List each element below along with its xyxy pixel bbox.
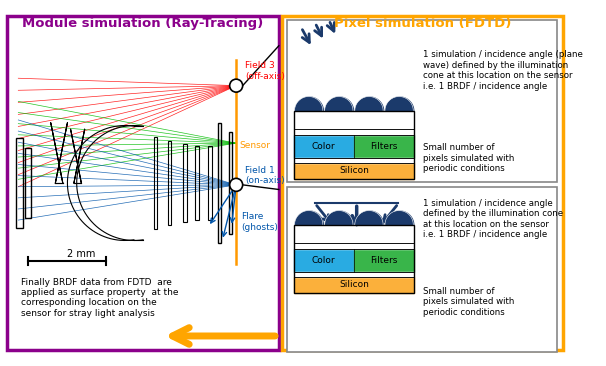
Text: Filters: Filters	[370, 142, 398, 151]
Bar	[294, 135, 354, 158]
Bar	[7, 16, 279, 350]
Bar	[208, 146, 212, 220]
Bar	[287, 187, 557, 352]
Bar	[294, 163, 414, 179]
Bar	[294, 111, 414, 179]
Text: Filters: Filters	[370, 256, 398, 265]
Bar	[294, 158, 414, 163]
Bar	[354, 135, 414, 158]
Text: Color: Color	[312, 142, 336, 151]
Text: Silicon: Silicon	[339, 167, 369, 175]
Bar	[154, 137, 158, 229]
Bar	[294, 277, 414, 293]
Bar	[354, 249, 414, 272]
Bar	[16, 138, 23, 228]
Bar	[167, 141, 171, 225]
Bar	[195, 146, 199, 220]
Bar	[25, 148, 32, 218]
Bar	[294, 129, 414, 135]
Text: Silicon: Silicon	[339, 280, 369, 290]
Text: 1 simulation / incidence angle (plane
wave) defined by the illumination
cone at : 1 simulation / incidence angle (plane wa…	[424, 51, 584, 91]
Text: Small number of
pixels simulated with
periodic conditions: Small number of pixels simulated with pe…	[424, 287, 515, 317]
Text: Sensor: Sensor	[239, 141, 270, 150]
Text: 1 simulation / incidence angle
defined by the illumination cone
at this location: 1 simulation / incidence angle defined b…	[424, 199, 564, 239]
Bar	[294, 225, 414, 293]
Bar	[294, 249, 354, 272]
Text: Flare
(ghosts): Flare (ghosts)	[241, 212, 278, 232]
Text: Finally BRDF data from FDTD  are
applied as surface property  at the
correspondi: Finally BRDF data from FDTD are applied …	[21, 277, 179, 318]
Text: Field 3
(off-axis): Field 3 (off-axis)	[245, 61, 285, 81]
Circle shape	[230, 178, 242, 191]
Text: Module simulation (Ray-Tracing): Module simulation (Ray-Tracing)	[22, 17, 263, 30]
Bar	[184, 144, 187, 222]
Bar	[228, 132, 233, 234]
Circle shape	[230, 79, 242, 92]
Bar	[282, 16, 564, 350]
Text: Color: Color	[312, 256, 336, 265]
Bar	[218, 123, 221, 243]
Bar	[294, 243, 414, 249]
Text: 2 mm: 2 mm	[67, 249, 95, 259]
Text: Field 1
(on-axis): Field 1 (on-axis)	[245, 166, 285, 185]
Bar	[287, 20, 557, 182]
Text: Small number of
pixels simulated with
periodic conditions: Small number of pixels simulated with pe…	[424, 143, 515, 173]
Text: Pixel simulation (FDTD): Pixel simulation (FDTD)	[334, 17, 511, 30]
Bar	[294, 272, 414, 277]
